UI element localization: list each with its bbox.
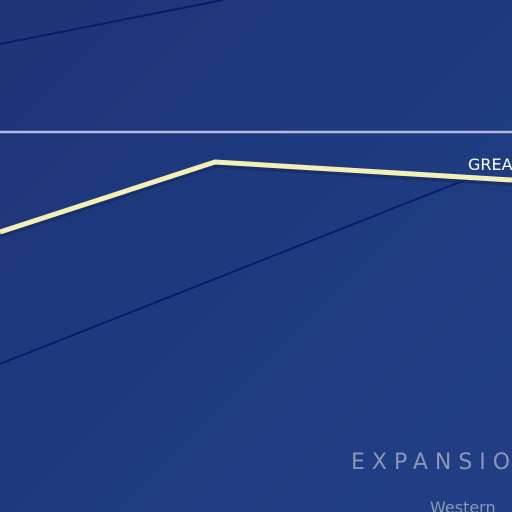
region-label-great: GREA — [468, 155, 512, 174]
route-line — [0, 159, 512, 235]
region-label-expansion: EXPANSIO — [351, 450, 512, 475]
region-label-western: Western — [430, 498, 496, 512]
boundary-line-lower — [0, 177, 471, 365]
boundary-line-upper — [0, 0, 224, 45]
